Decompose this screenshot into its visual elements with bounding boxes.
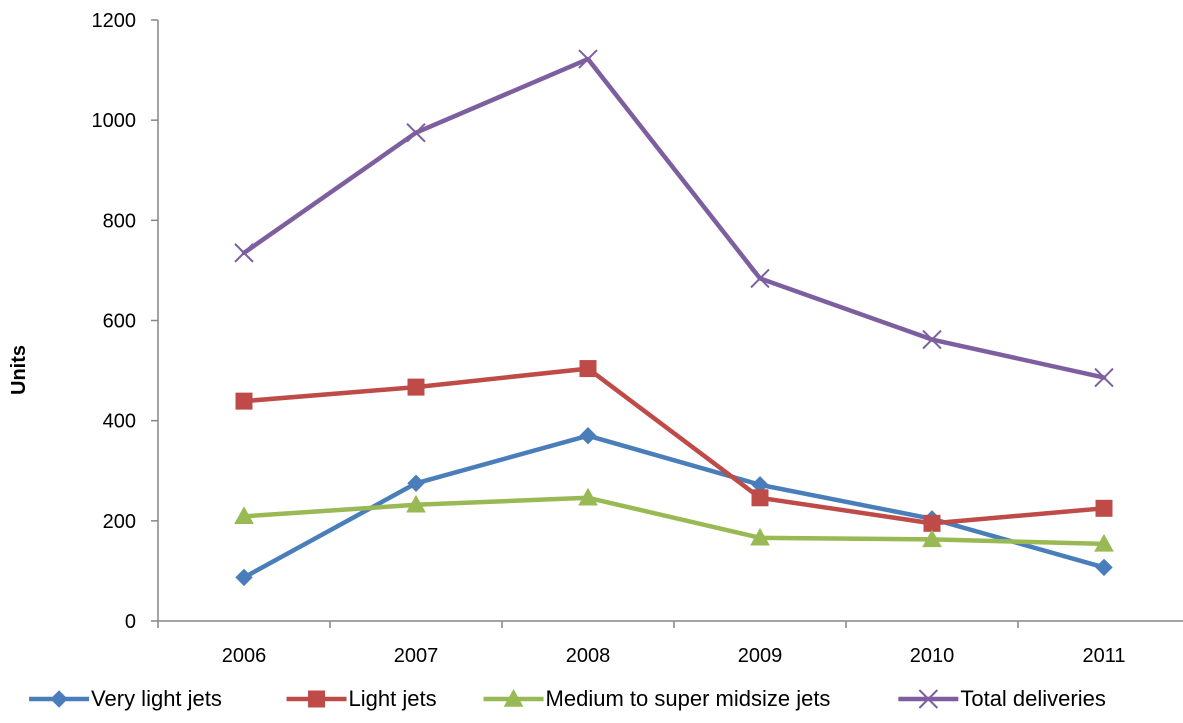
x-tick-label: 2011 (1082, 645, 1125, 667)
y-tick-label: 200 (103, 511, 136, 533)
series-0 (235, 426, 1113, 587)
data-point (234, 243, 254, 263)
series-3 (234, 49, 1114, 388)
data-point (922, 529, 942, 548)
data-point (922, 329, 942, 350)
data-point (1094, 367, 1114, 388)
data-point (235, 392, 253, 410)
data-point (406, 122, 426, 143)
data-point (235, 568, 253, 587)
legend-item: Light jets (286, 686, 437, 711)
data-point (578, 487, 598, 506)
y-tick-label: 1200 (92, 10, 137, 32)
legend-label: Light jets (349, 686, 437, 711)
y-tick-label: 0 (125, 611, 136, 633)
x-tick-label: 2007 (394, 645, 439, 667)
data-point (923, 514, 941, 532)
y-ticks: 0 200 400 600 800 1000 1200 (92, 10, 158, 633)
legend-item: Medium to super midsize jets (483, 686, 831, 711)
series-line (241, 366, 1107, 526)
data-point (750, 527, 770, 546)
legend-marker (50, 690, 68, 708)
data-point (578, 49, 598, 69)
axes (157, 20, 1183, 622)
legend-label: Very light jets (91, 686, 222, 711)
data-point (407, 378, 425, 396)
data-point (579, 360, 597, 378)
legend-item: Very light jets (29, 686, 222, 711)
data-point (579, 426, 597, 445)
data-point (1095, 558, 1113, 577)
x-tick-label: 2008 (566, 645, 611, 667)
x-ticks: 2006 2007 2008 2009 2010 2011 (157, 621, 1126, 667)
data-point (407, 474, 425, 492)
x-tick-label: 2006 (222, 645, 267, 667)
y-tick-label: 1000 (92, 110, 137, 132)
series-line (241, 495, 1107, 547)
data-point (1095, 499, 1113, 517)
legend: Very light jets Light jets Medium to super… (29, 686, 1106, 711)
legend-label: Total deliveries (960, 686, 1106, 711)
legend-label: Medium to super midsize jets (546, 686, 831, 711)
x-tick-label: 2010 (910, 645, 955, 667)
y-tick-label: 800 (103, 210, 136, 232)
series-layer (234, 49, 1114, 587)
series-1 (235, 360, 1113, 532)
y-tick-label: 600 (103, 311, 136, 333)
data-point (751, 489, 769, 507)
data-point (406, 494, 426, 513)
legend-marker (308, 690, 326, 708)
legend-item: Total deliveries (898, 686, 1106, 711)
series-2 (234, 487, 1114, 552)
data-point (1094, 533, 1114, 552)
legend-marker (918, 689, 939, 709)
data-point (750, 268, 770, 289)
y-axis-title: Units (8, 345, 30, 395)
series-line (241, 56, 1107, 380)
x-tick-label: 2009 (738, 645, 783, 667)
data-point (234, 506, 254, 525)
series-line (241, 433, 1107, 580)
y-tick-label: 400 (103, 411, 136, 433)
legend-marker (503, 688, 524, 707)
